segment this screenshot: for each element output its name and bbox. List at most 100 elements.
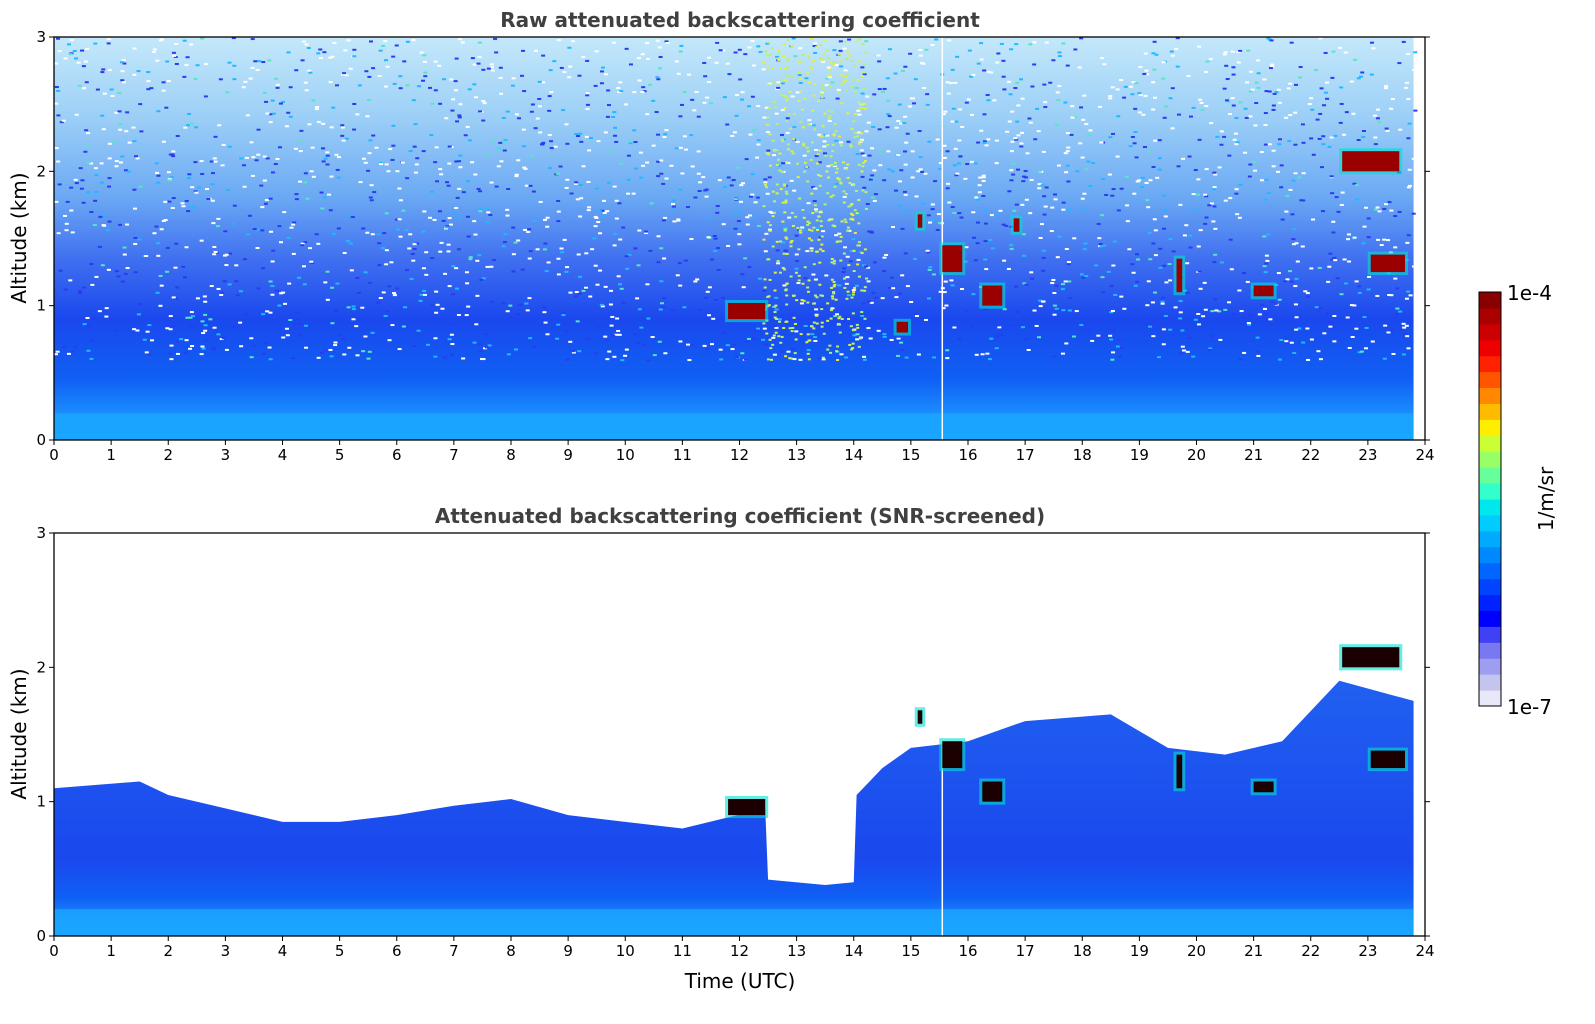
x-tick-label: 10 bbox=[616, 942, 635, 960]
rect-element bbox=[328, 81, 333, 84]
rect-element bbox=[121, 81, 126, 84]
rect-element bbox=[1156, 356, 1161, 359]
rect-element bbox=[1157, 168, 1162, 171]
rect-element bbox=[438, 102, 443, 105]
rect-element bbox=[385, 310, 390, 313]
rect-element bbox=[703, 75, 708, 78]
rect-element bbox=[1153, 96, 1158, 99]
rect-element bbox=[1099, 214, 1104, 217]
rect-element bbox=[1333, 134, 1338, 137]
rect-element bbox=[1193, 318, 1198, 321]
rect-element bbox=[1389, 294, 1394, 297]
rect-element bbox=[859, 140, 863, 143]
rect-element bbox=[508, 304, 513, 307]
rect-element bbox=[642, 90, 647, 93]
rect-element bbox=[762, 205, 766, 208]
rect-element bbox=[603, 285, 608, 288]
rect-element bbox=[192, 206, 197, 209]
rect-element bbox=[365, 231, 370, 234]
rect-element bbox=[394, 218, 399, 221]
rect-element bbox=[1218, 338, 1223, 341]
rect-element bbox=[352, 128, 357, 131]
rect-element bbox=[606, 89, 611, 92]
rect-element bbox=[769, 347, 773, 350]
rect-element bbox=[1023, 170, 1028, 173]
rect-element bbox=[942, 291, 947, 294]
rect-element bbox=[1411, 157, 1416, 160]
rect-element bbox=[1066, 146, 1071, 149]
cloud-feature bbox=[917, 214, 923, 228]
rect-element bbox=[1109, 285, 1114, 288]
rect-element bbox=[722, 331, 727, 334]
rect-element bbox=[1300, 245, 1305, 248]
rect-element bbox=[930, 208, 935, 211]
rect-element bbox=[449, 78, 454, 81]
rect-element bbox=[412, 243, 417, 246]
rect-element bbox=[1354, 184, 1359, 187]
rect-element bbox=[822, 52, 826, 55]
rect-element bbox=[837, 53, 841, 56]
rect-element bbox=[871, 196, 876, 199]
rect-element bbox=[989, 214, 994, 217]
rect-element bbox=[361, 227, 366, 230]
rect-element bbox=[1057, 85, 1062, 88]
rect-element bbox=[64, 229, 69, 232]
rect-element bbox=[846, 229, 850, 232]
rect-element bbox=[189, 43, 194, 46]
rect-element bbox=[169, 358, 174, 361]
rect-element bbox=[573, 182, 578, 185]
rect-element bbox=[104, 307, 109, 310]
rect-element bbox=[548, 167, 553, 170]
rect-element bbox=[828, 114, 832, 117]
rect-element bbox=[232, 64, 237, 67]
x-tick-label: 13 bbox=[787, 942, 806, 960]
rect-element bbox=[1057, 51, 1062, 54]
rect-element bbox=[1208, 58, 1213, 61]
rect-element bbox=[169, 176, 174, 179]
rect-element bbox=[857, 38, 861, 41]
rect-element bbox=[722, 96, 727, 99]
rect-element bbox=[767, 123, 771, 126]
rect-element bbox=[54, 86, 59, 89]
rect-element bbox=[815, 226, 820, 229]
rect-element bbox=[814, 210, 818, 213]
rect-element bbox=[297, 276, 302, 279]
rect-element bbox=[81, 286, 86, 289]
rect-element bbox=[775, 240, 779, 243]
rect-element bbox=[777, 49, 781, 52]
rect-element bbox=[267, 59, 272, 62]
rect-element bbox=[1173, 306, 1178, 309]
rect-element bbox=[204, 339, 209, 342]
x-tick-label: 17 bbox=[1016, 942, 1035, 960]
rect-element bbox=[784, 249, 789, 252]
rect-element bbox=[188, 347, 193, 350]
rect-element bbox=[445, 181, 450, 184]
rect-element bbox=[783, 94, 787, 97]
rect-element bbox=[1204, 71, 1209, 74]
rect-element bbox=[168, 328, 173, 331]
rect-element bbox=[84, 81, 89, 84]
rect-element bbox=[392, 294, 397, 297]
rect-element bbox=[1185, 350, 1190, 353]
rect-element bbox=[159, 284, 164, 287]
rect-element bbox=[398, 235, 403, 238]
rect-element bbox=[1032, 63, 1037, 66]
rect-element bbox=[548, 69, 553, 72]
rect-element bbox=[1339, 86, 1344, 89]
rect-element bbox=[527, 297, 532, 300]
rect-element bbox=[678, 115, 683, 118]
rect-element bbox=[924, 48, 929, 51]
rect-element bbox=[1056, 99, 1061, 102]
rect-element bbox=[893, 72, 898, 75]
rect-element bbox=[659, 280, 664, 283]
rect-element bbox=[983, 240, 988, 243]
rect-element bbox=[303, 241, 308, 244]
rect-element bbox=[1352, 236, 1357, 239]
rect-element bbox=[800, 299, 804, 302]
rect-element bbox=[843, 277, 847, 280]
rect-element bbox=[592, 237, 597, 240]
rect-element bbox=[378, 297, 383, 300]
rect-element bbox=[985, 94, 990, 97]
rect-element bbox=[291, 223, 296, 226]
rect-element bbox=[156, 174, 161, 177]
